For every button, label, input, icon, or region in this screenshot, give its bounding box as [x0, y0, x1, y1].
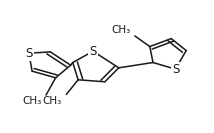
Text: CH₃: CH₃ — [43, 96, 62, 106]
Text: S: S — [89, 45, 97, 58]
Text: S: S — [172, 63, 179, 76]
Text: S: S — [25, 47, 33, 60]
Text: CH₃: CH₃ — [22, 96, 42, 106]
Text: CH₃: CH₃ — [111, 25, 131, 35]
